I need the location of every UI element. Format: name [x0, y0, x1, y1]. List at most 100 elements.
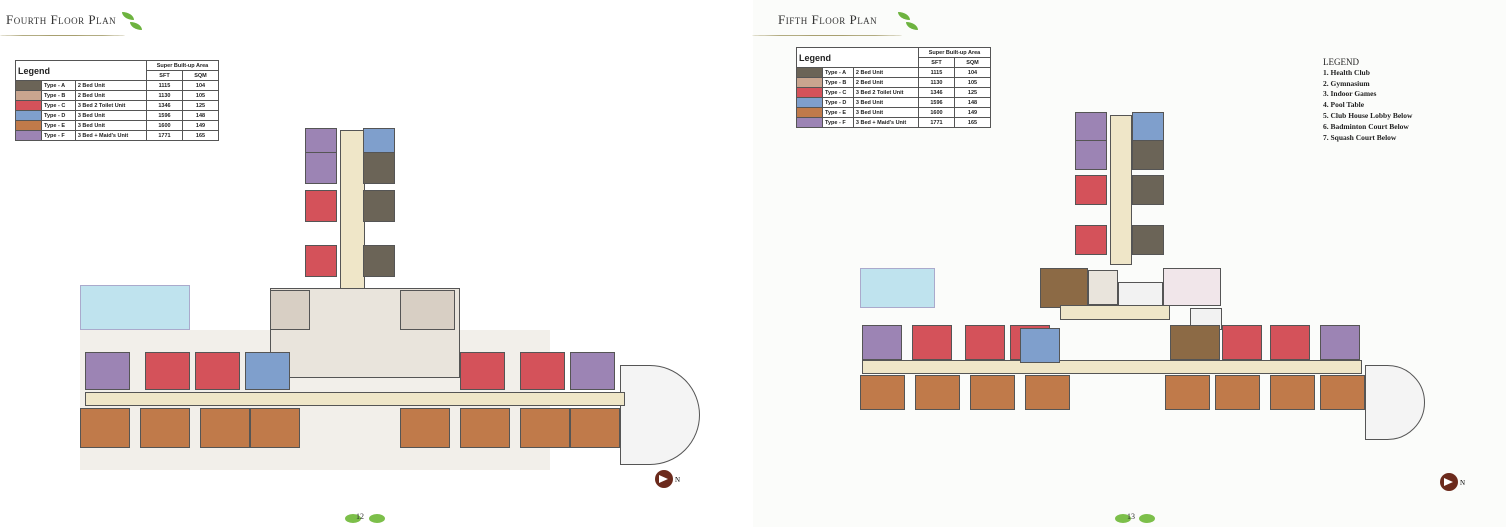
area-header: Super Built-up Area	[146, 60, 219, 71]
unit-type: Type - F	[822, 117, 854, 128]
unit-desc: 2 Bed Unit	[852, 67, 920, 78]
badminton-court	[1163, 268, 1221, 306]
unit-type: Type - E	[41, 120, 76, 131]
unit-type-a	[1132, 225, 1164, 255]
unit-type-e	[1215, 375, 1260, 410]
unit-desc: 2 Bed Unit	[74, 90, 148, 101]
dome-structure	[620, 365, 700, 465]
unit-sft: 1115	[918, 67, 955, 78]
unit-desc: 2 Bed Unit	[852, 77, 920, 88]
unit-type-c	[305, 245, 337, 277]
page-number: 12	[356, 512, 364, 521]
amenity-legend: LEGEND 1. Health Club 2. Gymnasium 3. Indo…	[1323, 57, 1412, 143]
unit-type-c	[1222, 325, 1262, 360]
sft-header: SFT	[918, 57, 955, 68]
unit-sft: 1346	[146, 100, 183, 111]
unit-desc: 3 Bed Unit	[74, 120, 148, 131]
unit-type-f	[305, 152, 337, 184]
north-arrow-icon	[1440, 473, 1458, 491]
lift-lobby	[400, 290, 455, 330]
leaf-icon	[369, 514, 385, 523]
sft-header: SFT	[146, 70, 183, 81]
unit-type-e	[1165, 375, 1210, 410]
unit-type-d	[245, 352, 290, 390]
unit-sqm: 165	[182, 130, 219, 141]
unit-type: Type - D	[41, 110, 76, 121]
unit-type-e	[200, 408, 250, 448]
page-title-fifth: Fifth Floor Plan	[778, 12, 878, 27]
corridor	[1110, 115, 1132, 265]
unit-type-e	[400, 408, 450, 448]
amenity-item: 2. Gymnasium	[1323, 78, 1370, 88]
unit-type-c	[305, 190, 337, 222]
unit-type: Type - F	[41, 130, 76, 141]
unit-sft: 1346	[918, 87, 955, 98]
amenity-item: 4. Pool Table	[1323, 100, 1365, 110]
corridor	[85, 392, 625, 406]
unit-type-e	[460, 408, 510, 448]
unit-sft: 1771	[918, 117, 955, 128]
unit-sft: 1130	[146, 90, 183, 101]
pool	[860, 268, 935, 308]
color-swatch	[796, 117, 823, 128]
unit-type-e	[250, 408, 300, 448]
unit-sqm: 104	[954, 67, 991, 78]
pool	[80, 285, 190, 330]
color-swatch	[15, 80, 42, 91]
health-club	[1040, 268, 1088, 308]
unit-type-c	[912, 325, 952, 360]
color-swatch	[15, 110, 42, 121]
unit-type-c	[1075, 225, 1107, 255]
unit-sft: 1130	[918, 77, 955, 88]
title-underline	[752, 34, 902, 36]
indoor-games	[1118, 282, 1163, 309]
unit-type-f	[570, 352, 615, 390]
unit-type-c	[965, 325, 1005, 360]
sqm-header: SQM	[182, 70, 219, 81]
leaf-icon	[898, 12, 910, 20]
unit-type-a	[1132, 140, 1164, 170]
unit-type-f	[1320, 325, 1360, 360]
amenity-item: 1. Health Club	[1323, 67, 1370, 77]
title-underline	[0, 34, 125, 36]
unit-type-e	[860, 375, 905, 410]
unit-type-e	[1320, 375, 1365, 410]
color-swatch	[796, 67, 823, 78]
leaf-icon	[122, 12, 134, 20]
unit-sqm: 104	[182, 80, 219, 91]
unit-sft: 1596	[918, 97, 955, 108]
unit-type-c	[1075, 175, 1107, 205]
unit-legend-table: Legend Super Built-up Area SFT SQM Type - A…	[796, 47, 991, 128]
unit-type: Type - B	[822, 77, 854, 88]
north-label: N	[1460, 479, 1466, 487]
corridor	[340, 130, 365, 295]
unit-sqm: 148	[954, 97, 991, 108]
legend-title: Legend	[15, 60, 147, 81]
page-title-fourth: Fourth Floor Plan	[6, 12, 117, 27]
unit-type-e	[915, 375, 960, 410]
unit-type: Type - C	[41, 100, 76, 111]
leaf-icon	[130, 22, 142, 30]
color-swatch	[796, 107, 823, 118]
unit-type-a	[363, 245, 395, 277]
unit-type-c	[460, 352, 505, 390]
unit-desc: 3 Bed Unit	[852, 97, 920, 108]
area-header: Super Built-up Area	[918, 47, 991, 58]
amenity-item: 5. Club House Lobby Below	[1323, 110, 1413, 120]
unit-type-c	[1270, 325, 1310, 360]
corridor	[862, 360, 1362, 374]
unit-sqm: 125	[954, 87, 991, 98]
amenity-item: 7. Squash Court Below	[1323, 132, 1397, 142]
unit-desc: 3 Bed + Maid's Unit	[852, 117, 920, 128]
color-swatch	[15, 130, 42, 141]
unit-type: Type - A	[41, 80, 76, 91]
leaf-icon	[1139, 514, 1155, 523]
